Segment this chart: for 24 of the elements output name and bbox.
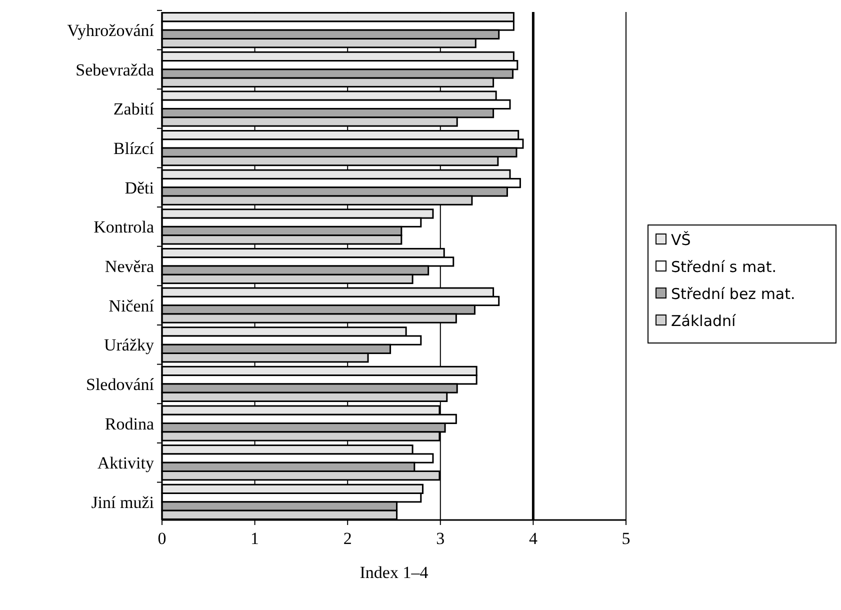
x-tick-label: 3 <box>436 529 445 548</box>
y-tick-label: Blízcí <box>113 139 154 158</box>
y-tick-label: Nevěra <box>104 257 154 276</box>
y-tick-label: Zabití <box>113 100 154 119</box>
x-tick-label: 4 <box>528 529 538 548</box>
y-tick-label: Sebevražda <box>76 60 154 80</box>
y-tick-label: Jiní muži <box>91 492 154 512</box>
y-tick-label: Sledování <box>86 374 154 394</box>
legend-label: Střední bez mat. <box>671 285 796 303</box>
y-tick-label: Aktivity <box>97 454 154 473</box>
legend-label: Základní <box>671 312 737 330</box>
y-tick-label: Vyhrožování <box>67 21 154 40</box>
y-tick-label: Urážky <box>104 336 154 355</box>
y-tick-label: Děti <box>124 178 154 198</box>
x-tick-label: 1 <box>250 529 260 548</box>
x-tick-label: 0 <box>158 529 166 548</box>
y-tick-label: Kontrola <box>94 218 154 237</box>
x-axis-title: Index 1–4 <box>360 563 429 582</box>
x-tick-label: 5 <box>622 529 630 548</box>
legend-label: VŠ <box>671 231 691 249</box>
x-tick-label: 2 <box>343 529 352 548</box>
legend-label: Střední s mat. <box>671 258 776 276</box>
y-tick-label: Ničení <box>108 296 154 316</box>
y-tick-label: Rodina <box>104 414 154 434</box>
